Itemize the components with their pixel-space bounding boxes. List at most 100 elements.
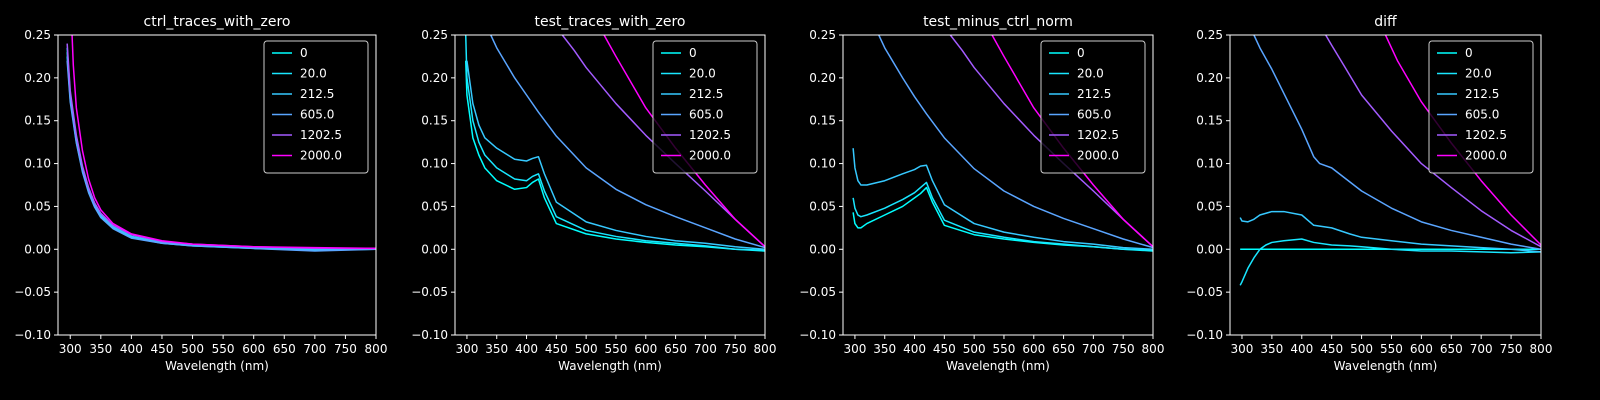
y-tick-label: 0.00 (1196, 242, 1223, 256)
legend-entry: 212.5 (689, 87, 723, 101)
legend-entry: 0 (1465, 46, 1473, 60)
y-tick-label: 0.05 (24, 199, 51, 213)
legend-entry: 605.0 (1465, 108, 1499, 122)
x-tick-label: 800 (754, 342, 777, 356)
series-line-3 (466, 60, 765, 251)
y-tick-label: 0.20 (421, 71, 448, 85)
axes-frame (454, 34, 766, 336)
y-tick-label: 0.25 (1196, 28, 1223, 42)
series-line-2 (1239, 238, 1541, 286)
x-tick-label: 450 (933, 342, 956, 356)
x-tick-label: 800 (1142, 342, 1165, 356)
legend-entry: 2000.0 (300, 149, 342, 163)
x-tick-label: 750 (1112, 342, 1135, 356)
x-tick-label: 600 (634, 342, 657, 356)
legend-entry: 1202.5 (689, 128, 731, 142)
y-tick-label: 0.00 (421, 242, 448, 256)
x-tick-label: 500 (575, 342, 598, 356)
y-tick-label: 0.10 (24, 157, 51, 171)
legend: 0 20.0 212.5 605.0 1202.5 2000.0 (1040, 40, 1146, 174)
x-tick-label: 800 (1530, 342, 1553, 356)
x-tick-label: 650 (664, 342, 687, 356)
x-tick-label: 800 (365, 342, 388, 356)
x-tick-label: 750 (724, 342, 747, 356)
y-tick-label: −0.05 (1186, 285, 1223, 299)
x-tick-label: 400 (515, 342, 538, 356)
x-tick-label: 450 (151, 342, 174, 356)
chart-title: diff (1374, 14, 1397, 30)
series-line-6 (71, 35, 376, 250)
y-tick-label: 0.20 (809, 71, 836, 85)
y-tick-label: 0.05 (809, 199, 836, 213)
series-line-4 (490, 35, 765, 249)
x-tick-label: 500 (181, 342, 204, 356)
series-line-3 (1239, 210, 1541, 253)
legend-entry: 1202.5 (300, 128, 342, 142)
x-tick-label: 550 (212, 342, 235, 356)
legend-entry: 212.5 (1077, 87, 1111, 101)
axes-frame (842, 34, 1154, 336)
legend-entry: 605.0 (300, 108, 334, 122)
x-tick-label: 700 (1082, 342, 1105, 356)
legend-entry: 2000.0 (1077, 149, 1119, 163)
x-tick-label: 300 (59, 342, 82, 356)
x-tick-label: 350 (485, 342, 508, 356)
legend-entry: 1202.5 (1077, 128, 1119, 142)
x-axis-label: Wavelength (nm) (1334, 359, 1438, 373)
series-line-5 (1325, 35, 1541, 248)
legend-entry: 605.0 (689, 108, 723, 122)
legend-entry: 0 (300, 46, 308, 60)
y-tick-label: 0.25 (421, 28, 448, 42)
series-line-4 (1253, 35, 1541, 251)
legend-entry: 2000.0 (1465, 149, 1507, 163)
series-line-5 (949, 35, 1153, 248)
y-tick-label: −0.05 (14, 285, 51, 299)
y-tick-label: 0.05 (1196, 199, 1223, 213)
chart-title: test_minus_ctrl_norm (923, 14, 1073, 30)
x-tick-label: 650 (273, 342, 296, 356)
x-tick-label: 600 (1022, 342, 1045, 356)
legend-entry: 0 (689, 46, 697, 60)
x-tick-label: 350 (89, 342, 112, 356)
x-axis-label: Wavelength (nm) (946, 359, 1050, 373)
series-line-5 (561, 35, 765, 248)
axes-frame (57, 34, 377, 336)
x-tick-label: 650 (1052, 342, 1075, 356)
plot-area (66, 35, 376, 252)
x-tick-label: 300 (843, 342, 866, 356)
x-tick-label: 700 (694, 342, 717, 356)
y-tick-label: 0.10 (1196, 157, 1223, 171)
x-tick-label: 350 (873, 342, 896, 356)
x-tick-label: 750 (1500, 342, 1523, 356)
axes-frame (1229, 34, 1542, 336)
x-tick-label: 750 (334, 342, 357, 356)
y-tick-label: 0.25 (24, 28, 51, 42)
x-axis-label: Wavelength (nm) (558, 359, 662, 373)
x-tick-label: 500 (1350, 342, 1373, 356)
x-tick-label: 400 (1290, 342, 1313, 356)
x-tick-label: 550 (605, 342, 628, 356)
legend: 0 20.0 212.5 605.0 1202.5 2000.0 (652, 40, 758, 174)
x-tick-label: 550 (993, 342, 1016, 356)
series-line-2 (464, 35, 765, 251)
y-tick-label: 0.05 (421, 199, 448, 213)
x-tick-label: 600 (1410, 342, 1433, 356)
legend-entry: 20.0 (1465, 67, 1492, 81)
legend-entry: 605.0 (1077, 108, 1111, 122)
chart-title: ctrl_traces_with_zero (144, 14, 291, 30)
series-line-3 (852, 148, 1153, 251)
x-tick-label: 650 (1440, 342, 1463, 356)
legend-entry: 0 (1077, 46, 1085, 60)
x-tick-label: 450 (1320, 342, 1343, 356)
legend-entry: 1202.5 (1465, 128, 1507, 142)
legend-entry: 20.0 (689, 67, 716, 81)
chart-panel-4: 300 350 400 450 500 550 600 650 700 750 800 −0.10 −0… (1186, 14, 1552, 373)
y-tick-label: −0.05 (411, 285, 448, 299)
series-line-2 (852, 181, 1153, 251)
y-tick-label: 0.20 (1196, 71, 1223, 85)
legend-entry: 20.0 (1077, 67, 1104, 81)
series-line-1 (464, 60, 765, 252)
chart-panel-2: 300 350 400 450 500 550 600 650 700 750 800 −0.10 −0… (411, 14, 776, 373)
plot-area (852, 35, 1153, 252)
